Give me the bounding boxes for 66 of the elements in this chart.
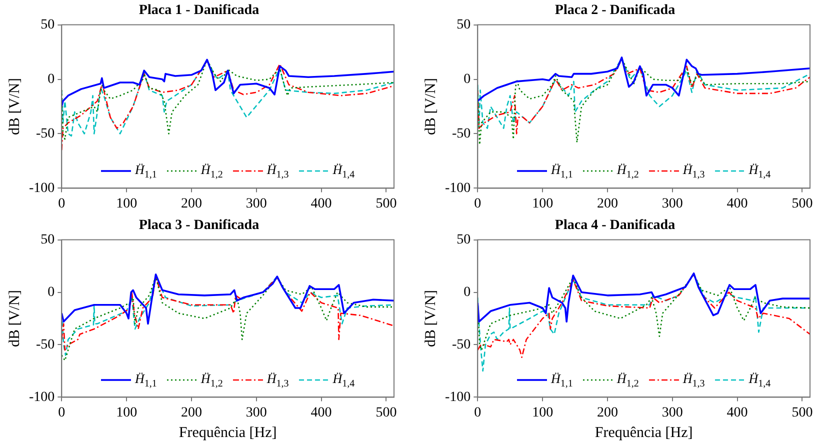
x-tick-label: 100 [116, 405, 138, 420]
y-tick-label: 50 [40, 17, 55, 32]
legend-label: Ḧ$_{1,4}$ [748, 371, 771, 390]
y-tick-label: -50 [452, 337, 471, 352]
x-tick-label: 500 [792, 405, 813, 420]
y-tick-label: -100 [28, 390, 55, 405]
legend-label: Ḧ$_{1,3}$ [266, 371, 289, 390]
x-tick-label: 500 [376, 196, 397, 212]
y-axis-title: dB [V/N] [6, 78, 23, 136]
legend-label: Ḧ$_{1,2}$ [616, 162, 639, 181]
legend-label: Ḧ$_{1,1}$ [135, 162, 157, 181]
legend-label: Ḧ$_{1,1}$ [551, 162, 573, 181]
x-tick-label: 300 [662, 196, 683, 212]
legend-label: Ḧ$_{1,4}$ [748, 162, 771, 181]
x-tick-label: 500 [376, 405, 397, 420]
x-tick-label: 200 [596, 196, 618, 212]
legend-label: Ḧ$_{1,4}$ [332, 371, 355, 390]
legend-label: Ḧ$_{1,2}$ [200, 162, 223, 181]
legend-label: Ḧ$_{1,4}$ [332, 162, 355, 181]
x-tick-label: 400 [310, 196, 332, 212]
chart-title: Placa 4 - Danificada [554, 218, 676, 234]
x-tick-label: 0 [58, 405, 66, 420]
y-axis-title: dB [V/N] [422, 78, 439, 136]
x-tick-label: 300 [246, 405, 267, 420]
x-tick-label: 200 [596, 405, 618, 420]
y-tick-label: 50 [456, 17, 471, 32]
chart-title: Placa 3 - Danificada [138, 218, 260, 234]
x-tick-label: 400 [310, 405, 332, 420]
legend-label: Ḧ$_{1,3}$ [682, 371, 705, 390]
y-tick-label: -100 [28, 180, 55, 196]
x-tick-label: 300 [662, 405, 683, 420]
chart-title: Placa 2 - Danificada [554, 3, 676, 18]
x-tick-label: 400 [726, 196, 748, 212]
legend-label: Ḧ$_{1,1}$ [135, 371, 157, 390]
legend-label: Ḧ$_{1,3}$ [682, 162, 705, 181]
y-axis-title: dB [V/N] [422, 290, 439, 348]
y-tick-label: -50 [36, 337, 55, 352]
y-tick-label: 0 [464, 72, 471, 87]
legend-label: Ḧ$_{1,3}$ [266, 162, 289, 181]
legend-label: Ḧ$_{1,2}$ [616, 371, 639, 390]
y-tick-label: 0 [48, 284, 55, 300]
y-tick-label: -100 [444, 180, 471, 196]
y-tick-label: -100 [444, 390, 471, 405]
chart-title: Placa 1 - Danificada [138, 3, 260, 18]
x-tick-label: 100 [532, 196, 554, 212]
x-axis-title: Frequência [Hz] [594, 424, 693, 441]
y-tick-label: -50 [452, 126, 471, 142]
y-tick-label: -50 [36, 126, 55, 142]
legend-label: Ḧ$_{1,1}$ [551, 371, 573, 390]
y-tick-label: 0 [464, 284, 471, 300]
x-tick-label: 200 [180, 405, 202, 420]
y-tick-label: 0 [48, 72, 55, 87]
x-tick-label: 500 [792, 196, 813, 212]
x-tick-label: 100 [116, 196, 138, 212]
y-tick-label: 50 [40, 232, 55, 248]
x-tick-label: 0 [474, 405, 482, 420]
x-tick-label: 0 [474, 196, 482, 212]
x-tick-label: 100 [532, 405, 554, 420]
x-tick-label: 0 [58, 196, 66, 212]
y-tick-label: 50 [456, 232, 471, 248]
x-tick-label: 300 [246, 196, 267, 212]
legend-label: Ḧ$_{1,2}$ [200, 371, 223, 390]
x-tick-label: 200 [180, 196, 202, 212]
y-axis-title: dB [V/N] [6, 290, 23, 348]
x-tick-label: 400 [726, 405, 748, 420]
x-axis-title: Frequência [Hz] [178, 424, 277, 441]
